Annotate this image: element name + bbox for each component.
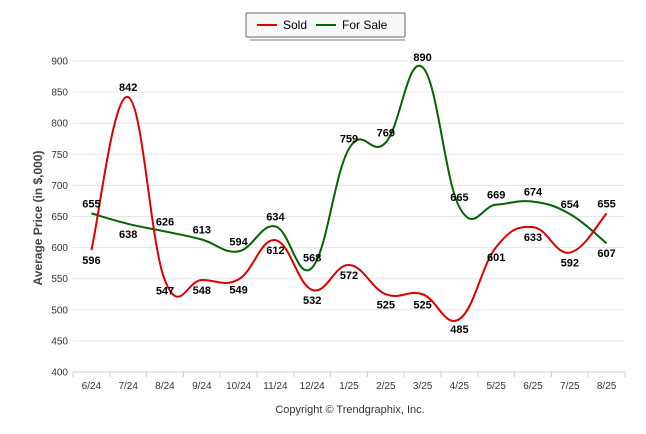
y-tick-label: 700 <box>51 181 68 192</box>
for-sale-data-label: 568 <box>303 253 321 265</box>
for-sale-series-line <box>91 64 608 272</box>
y-tick-label: 800 <box>51 119 68 130</box>
for-sale-data-label: 626 <box>156 216 174 228</box>
legend-for-sale-label: For Sale <box>342 18 388 32</box>
sold-data-label: 485 <box>450 324 468 336</box>
legend: Sold For Sale <box>245 12 406 41</box>
y-tick-label: 850 <box>51 88 68 99</box>
y-tick-label: 750 <box>51 150 68 161</box>
for-sale-data-label: 674 <box>524 187 543 199</box>
for-sale-data-label: 654 <box>561 199 580 211</box>
for-sale-data-label: 594 <box>229 236 248 248</box>
x-tick-label: 11/24 <box>263 381 288 392</box>
x-tick-label: 6/25 <box>523 381 543 392</box>
x-tick-label: 1/25 <box>339 381 359 392</box>
for-sale-data-label: 613 <box>193 225 211 237</box>
for-sale-data-label: 655 <box>82 198 100 210</box>
y-tick-label: 600 <box>51 243 68 254</box>
series-lines <box>90 64 608 322</box>
for-sale-data-label: 759 <box>340 134 358 146</box>
sold-data-label: 655 <box>597 198 615 210</box>
x-tick-label: 3/25 <box>413 381 433 392</box>
x-tick-label: 8/25 <box>597 381 617 392</box>
y-tick-label: 650 <box>51 212 68 223</box>
x-tick-label: 5/25 <box>486 381 506 392</box>
for-sale-data-label: 769 <box>377 127 395 139</box>
y-tick-label: 450 <box>51 336 68 347</box>
x-tick-label: 8/24 <box>155 381 175 392</box>
y-tick-label: 550 <box>51 274 68 285</box>
y-tick-label: 400 <box>51 368 68 379</box>
x-tick-label: 7/24 <box>118 381 138 392</box>
sold-data-label: 572 <box>340 270 358 282</box>
x-axis-ticks: 6/24 7/24 8/24 9/24 10/24 11/24 12/24 1/25 2/25 3… <box>72 372 626 392</box>
x-tick-label: 10/24 <box>226 381 251 392</box>
x-tick-label: 2/25 <box>376 381 396 392</box>
sold-data-label: 548 <box>193 285 211 297</box>
for-sale-data-label: 890 <box>413 52 431 64</box>
sold-data-label: 549 <box>229 284 247 296</box>
y-tick-label: 500 <box>51 305 68 316</box>
x-tick-label: 12/24 <box>300 381 325 392</box>
x-tick-label: 9/24 <box>192 381 212 392</box>
sold-data-label: 842 <box>119 82 137 94</box>
legend-sold-label: Sold <box>283 18 307 32</box>
data-labels: 596 842 547 548 549 612 532 572 525 525 485 601 633 5… <box>82 52 616 336</box>
sold-data-label: 612 <box>266 245 284 257</box>
y-axis-title: Average Price (in $,000) <box>31 151 45 286</box>
sold-data-label: 532 <box>303 295 321 307</box>
for-sale-data-label: 669 <box>487 190 505 202</box>
for-sale-data-label: 638 <box>119 229 137 241</box>
sold-data-label: 596 <box>82 255 100 267</box>
sold-series-line <box>90 96 608 322</box>
sold-data-label: 601 <box>487 252 505 264</box>
sold-data-label: 525 <box>413 299 431 311</box>
sold-data-label: 525 <box>377 299 395 311</box>
copyright-footer: Copyright © Trendgraphix, Inc. <box>275 404 424 416</box>
y-tick-label: 900 <box>51 57 68 68</box>
sold-data-label: 547 <box>156 286 174 298</box>
grid-lines <box>73 60 625 373</box>
x-tick-label: 4/25 <box>450 381 470 392</box>
x-tick-label: 7/25 <box>560 381 580 392</box>
for-sale-data-label: 607 <box>597 248 615 260</box>
for-sale-data-label: 665 <box>450 192 468 204</box>
x-tick-label: 6/24 <box>82 381 102 392</box>
for-sale-data-label: 634 <box>266 211 285 223</box>
sold-data-label: 592 <box>561 258 579 270</box>
sold-data-label: 633 <box>524 232 542 244</box>
y-axis-ticks: 400 450 500 550 600 650 700 750 800 850 900 <box>51 57 68 379</box>
